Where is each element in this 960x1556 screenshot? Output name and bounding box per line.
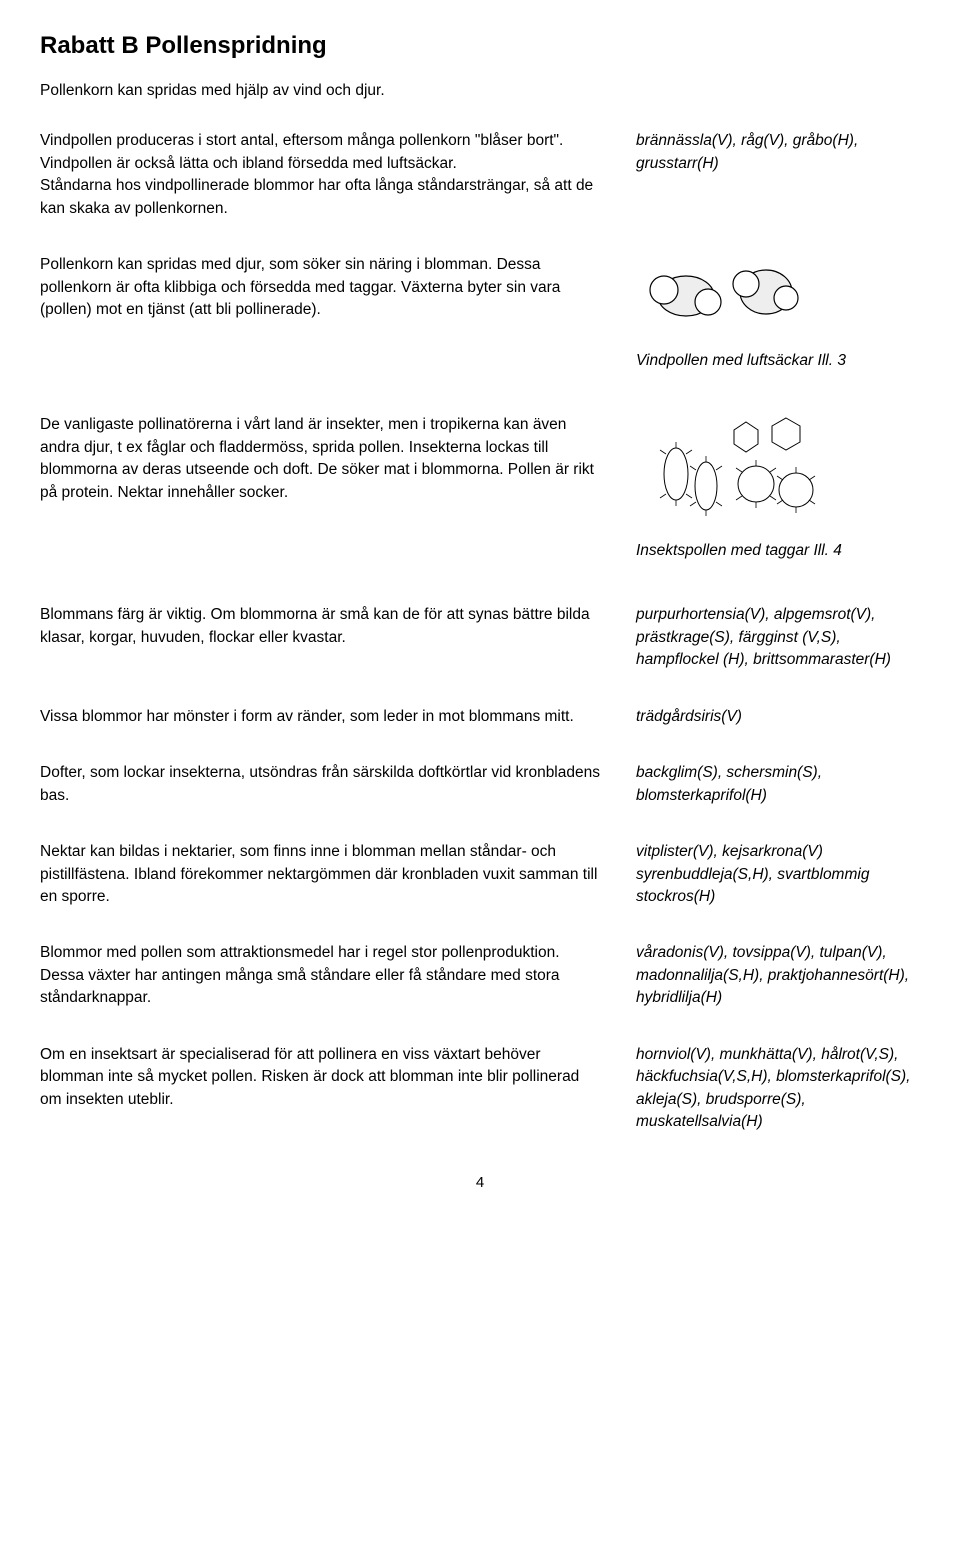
section-left: Nektar kan bildas i nektarier, som finns… bbox=[40, 841, 600, 908]
para-text: Vindpollen produceras i stort antal, eft… bbox=[40, 132, 563, 171]
section-left: Vindpollen produceras i stort antal, eft… bbox=[40, 130, 600, 220]
page-number: 4 bbox=[40, 1174, 920, 1191]
section-right: backglim(S), schersmin(S), blomsterkapri… bbox=[636, 762, 920, 807]
section-row: Vissa blommor har mönster i form av ränd… bbox=[40, 706, 920, 728]
section-left: Blommor med pollen som attraktionsmedel … bbox=[40, 942, 600, 1009]
section-right: vitplister(V), kejsarkrona(V) syrenbuddl… bbox=[636, 841, 920, 908]
section-right: hornviol(V), munkhätta(V), hålrot(V,S), … bbox=[636, 1044, 920, 1134]
windpollen-illustration bbox=[636, 254, 920, 341]
section-row: Om en insektsart är specialiserad för at… bbox=[40, 1044, 920, 1134]
section-right: Vindpollen med luftsäckar Ill. 3 bbox=[636, 254, 920, 380]
section-row: Blommans färg är viktig. Om blommorna är… bbox=[40, 604, 920, 671]
section-right: trädgårdsiris(V) bbox=[636, 706, 920, 728]
page-title: Rabatt B Pollenspridning bbox=[40, 32, 920, 60]
section-left: Pollenkorn kan spridas med djur, som sök… bbox=[40, 254, 600, 321]
section-row: De vanligaste pollinatörerna i vårt land… bbox=[40, 414, 920, 570]
section-left: Om en insektsart är specialiserad för at… bbox=[40, 1044, 600, 1111]
section-row: Pollenkorn kan spridas med djur, som sök… bbox=[40, 254, 920, 380]
examples-text: brännässla(V), råg(V), gråbo(H), grussta… bbox=[636, 130, 920, 175]
section-left: De vanligaste pollinatörerna i vårt land… bbox=[40, 414, 600, 504]
insectpollen-illustration bbox=[636, 414, 920, 531]
illustration-caption: Insektspollen med taggar Ill. 4 bbox=[636, 540, 920, 562]
section-right: purpurhortensia(V), alpgemsrot(V), präst… bbox=[636, 604, 920, 671]
section-right: brännässla(V), råg(V), gråbo(H), grussta… bbox=[636, 130, 920, 175]
section-row: Dofter, som lockar insekterna, utsöndras… bbox=[40, 762, 920, 807]
section-row: Vindpollen produceras i stort antal, eft… bbox=[40, 130, 920, 220]
section-left: Dofter, som lockar insekterna, utsöndras… bbox=[40, 762, 600, 807]
para-text: Ståndarna hos vindpollinerade blommor ha… bbox=[40, 177, 593, 216]
section-left: Blommans färg är viktig. Om blommorna är… bbox=[40, 604, 600, 649]
intro-text: Pollenkorn kan spridas med hjälp av vind… bbox=[40, 80, 920, 102]
section-right: våradonis(V), tovsippa(V), tulpan(V), ma… bbox=[636, 942, 920, 1009]
section-row: Nektar kan bildas i nektarier, som finns… bbox=[40, 841, 920, 908]
section-right: Insektspollen med taggar Ill. 4 bbox=[636, 414, 920, 570]
illustration-caption: Vindpollen med luftsäckar Ill. 3 bbox=[636, 350, 920, 372]
section-left: Vissa blommor har mönster i form av ränd… bbox=[40, 706, 600, 728]
section-row: Blommor med pollen som attraktionsmedel … bbox=[40, 942, 920, 1009]
